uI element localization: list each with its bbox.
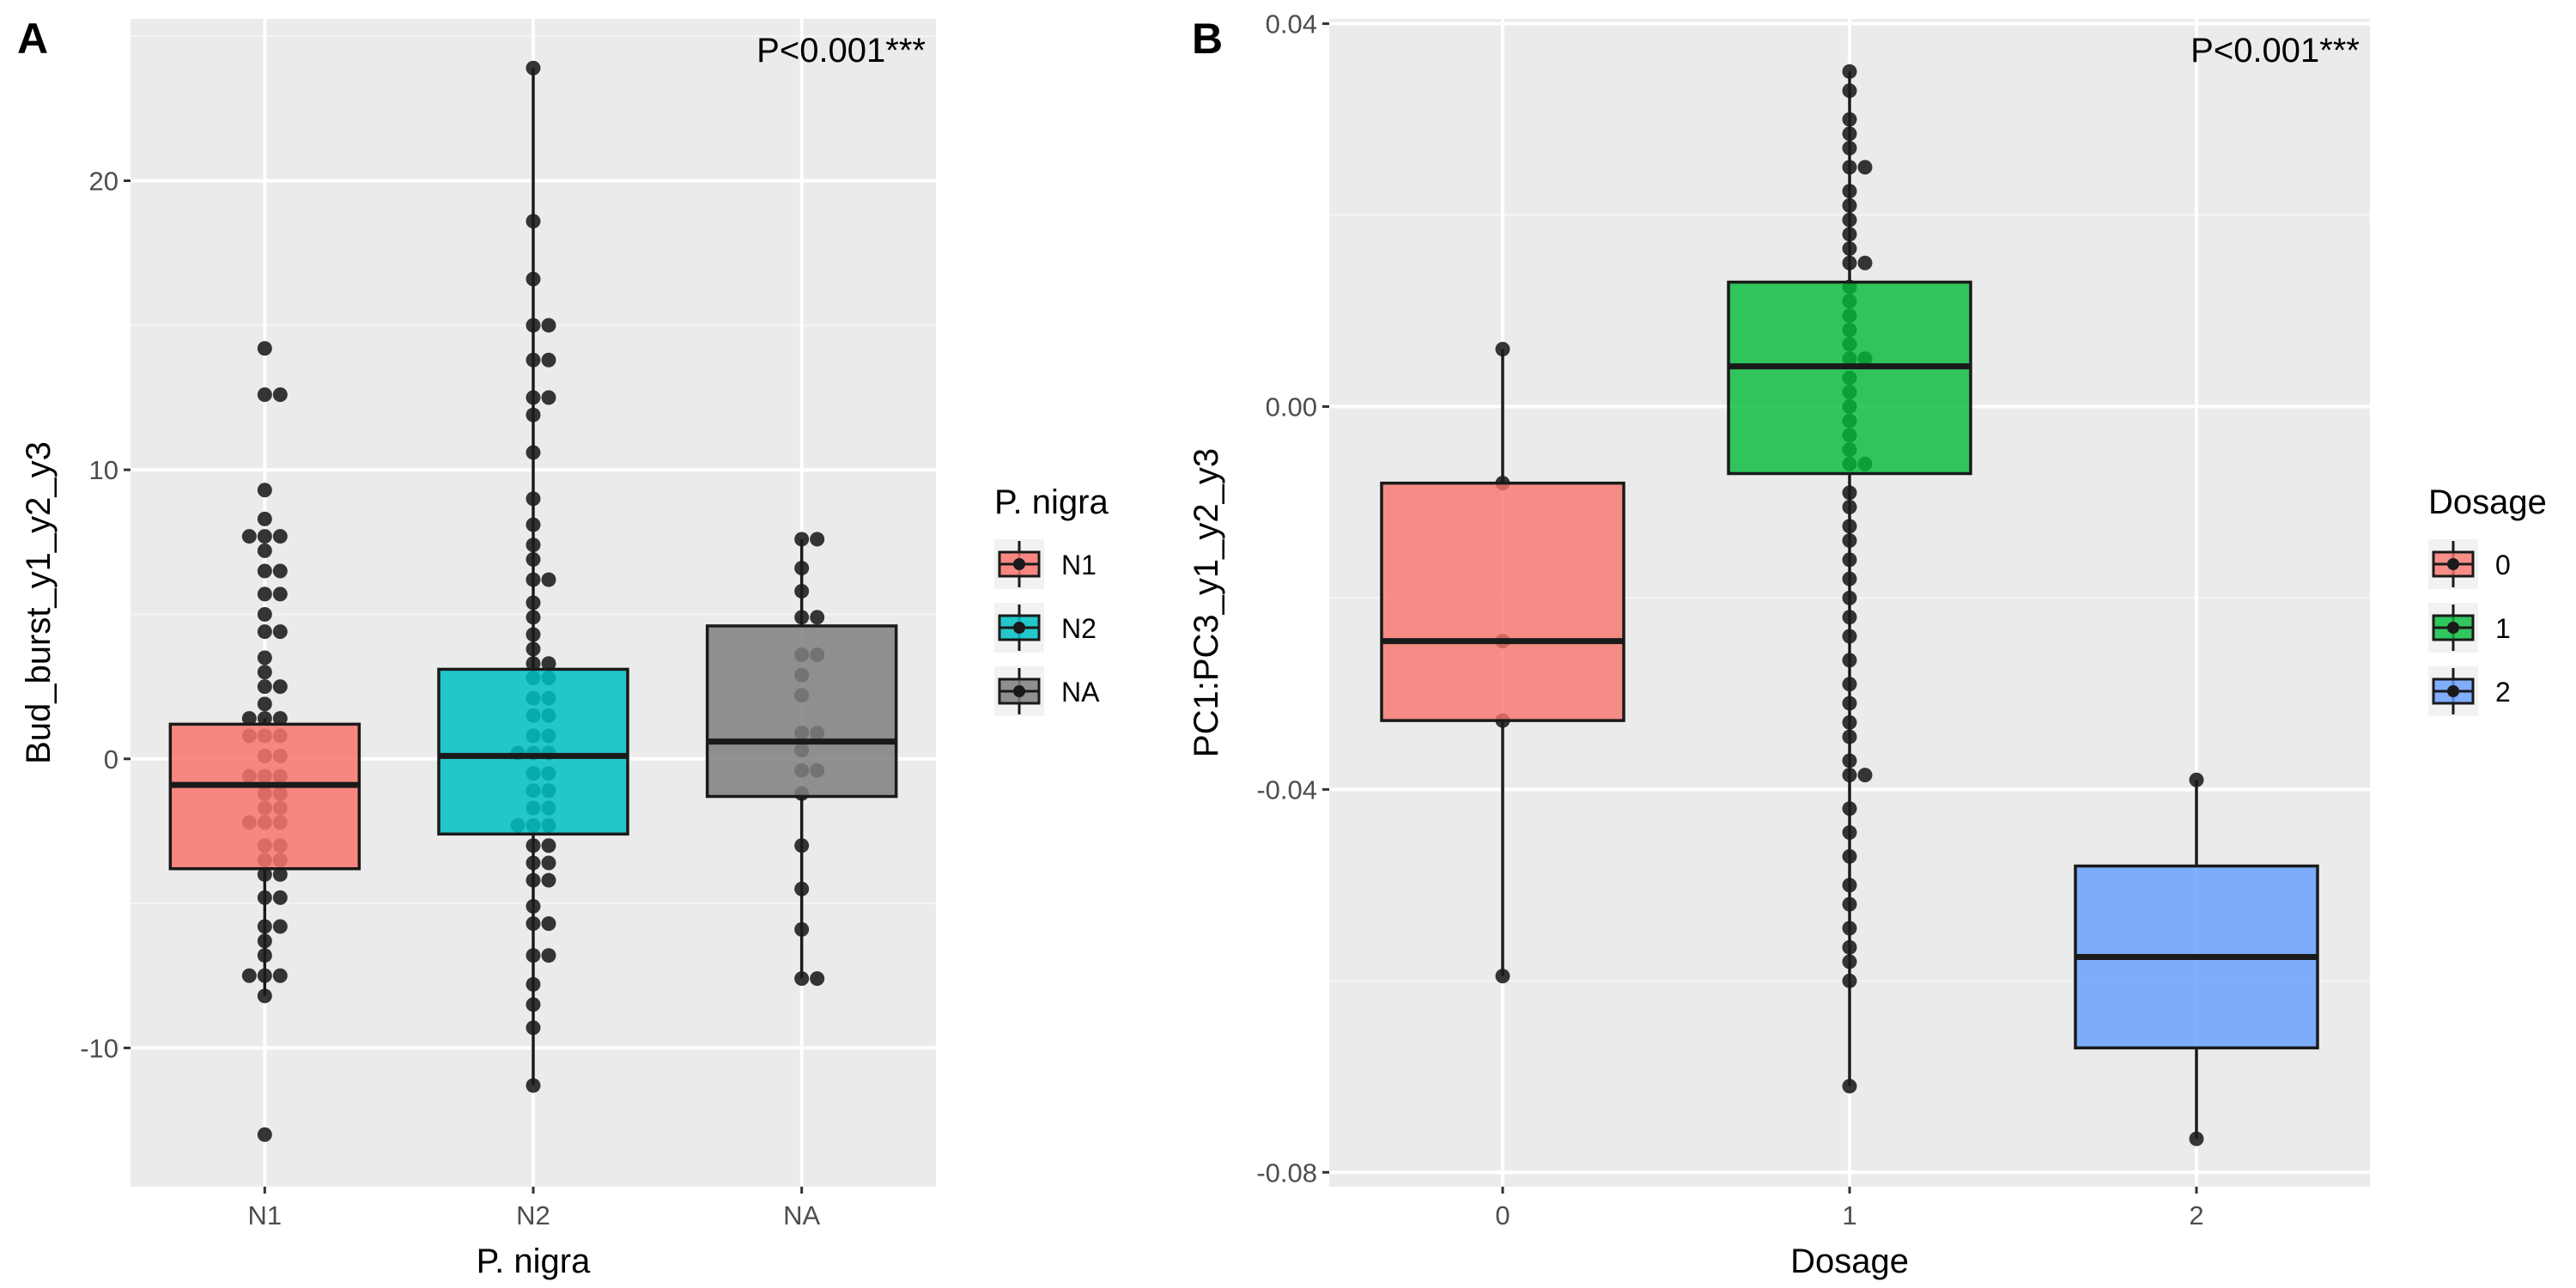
legend-key-dot: [2447, 558, 2459, 570]
y-axis-title-b: PC1:PC3_y1_y2_y3: [1188, 448, 1225, 757]
legend-key-dot: [2447, 685, 2459, 697]
box-N1: [168, 722, 361, 871]
data-point: [541, 318, 556, 333]
legend-a: P. nigra N1 N2 NA: [994, 483, 1109, 716]
data-point: [541, 352, 556, 368]
x-ticks-b: 0 1 2: [1495, 1187, 2204, 1230]
data-point: [257, 563, 272, 579]
data-point: [257, 650, 272, 665]
data-point: [257, 387, 272, 403]
data-point: [541, 855, 556, 871]
x-axis-title-a: P. nigra: [477, 1242, 591, 1280]
data-point: [272, 387, 288, 403]
y-ticks-a: -10 0 10 20: [80, 167, 131, 1063]
legend-label-N2: N2: [1061, 613, 1097, 644]
data-point: [541, 572, 556, 587]
y-tick-label: -10: [80, 1033, 118, 1063]
data-point: [241, 968, 257, 983]
box-0: [1380, 481, 1625, 722]
legend-b: Dosage 0 1 2: [2428, 483, 2547, 716]
legend-label-2: 2: [2495, 677, 2511, 708]
data-point: [257, 679, 272, 695]
x-tick-label: N2: [516, 1200, 550, 1230]
x-axis-title-b: Dosage: [1790, 1242, 1909, 1280]
data-point: [272, 624, 288, 640]
legend-label-NA: NA: [1061, 677, 1100, 708]
data-point: [272, 919, 288, 934]
legend-key-dot: [2447, 622, 2459, 634]
data-point: [541, 390, 556, 405]
data-point: [1857, 768, 1873, 783]
data-point: [541, 838, 556, 854]
p-value-annotation-b: P<0.001***: [2190, 32, 2360, 70]
data-point: [1857, 255, 1873, 270]
data-point: [257, 511, 272, 526]
data-point: [272, 586, 288, 602]
data-point: [241, 529, 257, 544]
data-point: [257, 483, 272, 498]
data-point: [257, 624, 272, 640]
y-tick-label: -0.08: [1256, 1157, 1317, 1188]
data-point: [257, 696, 272, 712]
data-point: [272, 711, 288, 726]
data-point: [257, 341, 272, 356]
data-point: [257, 543, 272, 558]
data-point: [810, 532, 825, 547]
panel-a: A -10 0 10 20 N1 N2 NA P<0.001*** P. nigra Bu…: [17, 15, 1109, 1280]
boxplots-a: [168, 68, 898, 1086]
data-point: [272, 866, 288, 882]
legend-title-b: Dosage: [2428, 483, 2547, 521]
data-point: [257, 1127, 272, 1142]
data-point: [541, 916, 556, 932]
legend-label-1: 1: [2495, 613, 2511, 644]
legend-label-N1: N1: [1061, 550, 1097, 580]
data-point: [257, 606, 272, 622]
y-tick-label: 0.04: [1266, 9, 1317, 39]
panel-a-tag: A: [17, 15, 48, 63]
box-1: [1727, 280, 1972, 476]
data-point: [272, 563, 288, 579]
data-point: [541, 656, 556, 671]
data-point: [241, 711, 257, 726]
data-point: [272, 968, 288, 983]
legend-key-dot: [1013, 622, 1025, 634]
data-point: [257, 529, 272, 544]
data-point: [272, 890, 288, 905]
y-tick-label: 20: [89, 167, 118, 197]
legend-label-0: 0: [2495, 550, 2511, 580]
x-tick-label: 1: [1842, 1200, 1856, 1230]
x-tick-label: 0: [1495, 1200, 1510, 1230]
x-tick-label: NA: [783, 1200, 820, 1230]
y-tick-label: 0.00: [1266, 392, 1317, 422]
data-point: [272, 529, 288, 544]
x-tick-label: N1: [248, 1200, 283, 1230]
x-ticks-a: N1 N2 NA: [248, 1187, 821, 1230]
p-value-annotation-a: P<0.001***: [756, 32, 926, 70]
box-NA: [705, 624, 898, 799]
y-axis-title-a: Bud_burst_y1_y2_y3: [20, 441, 58, 764]
data-point: [257, 665, 272, 680]
data-point: [810, 610, 825, 625]
x-tick-label: 2: [2189, 1200, 2203, 1230]
box-N2: [437, 667, 629, 836]
y-tick-label: 0: [104, 744, 118, 775]
data-point: [541, 872, 556, 888]
legend-title-a: P. nigra: [994, 483, 1109, 521]
panel-b-tag: B: [1192, 15, 1223, 63]
data-point: [541, 948, 556, 963]
y-ticks-b: -0.08 -0.04 0.00 0.04: [1256, 9, 1329, 1188]
data-point: [257, 586, 272, 602]
legend-key-dot: [1013, 685, 1025, 697]
data-point: [1857, 160, 1873, 175]
y-tick-label: -0.04: [1256, 775, 1317, 805]
y-tick-label: 10: [89, 455, 118, 485]
boxplots-b: [1380, 71, 2319, 1139]
data-point: [810, 971, 825, 987]
legend-key-dot: [1013, 558, 1025, 570]
panel-b: B -0.08 -0.04 0.00 0.04 0 1 2 P<0.001*** Dosa…: [1188, 9, 2547, 1280]
data-point: [272, 679, 288, 695]
